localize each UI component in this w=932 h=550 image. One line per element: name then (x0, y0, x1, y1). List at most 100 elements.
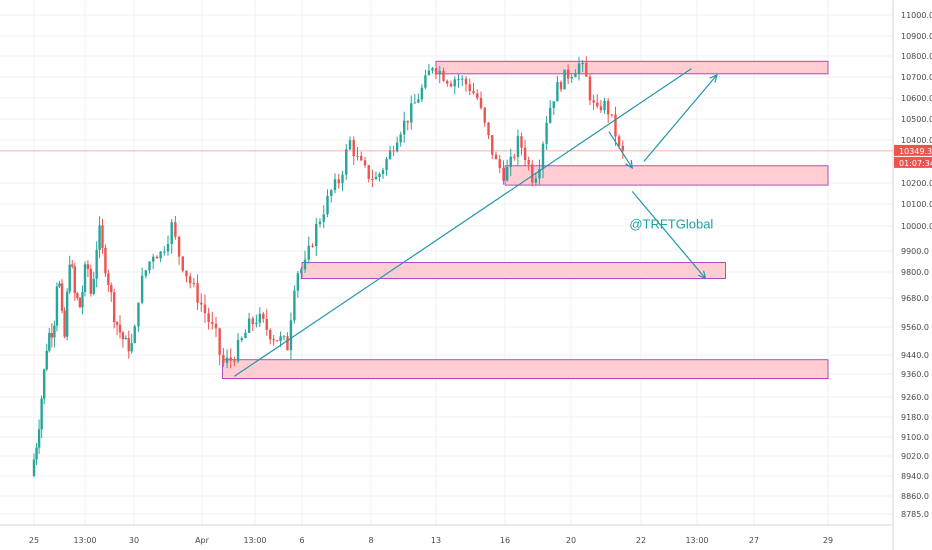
candle-body (95, 250, 98, 279)
candle-body (449, 83, 453, 87)
watermark-annotation: @TRFTGlobal (629, 217, 713, 232)
sr-zone[interactable] (222, 359, 829, 380)
candle-body (293, 290, 296, 321)
y-tick-label: 9260.0 (901, 393, 929, 402)
candle-body (98, 225, 101, 251)
candle-body (262, 313, 265, 319)
candle-body (188, 276, 192, 284)
candle-body (196, 283, 199, 303)
candle-body (427, 70, 431, 76)
candle-body (442, 70, 445, 81)
candle-body (115, 322, 119, 325)
drawings[interactable] (0, 68, 893, 377)
candle-body (431, 68, 434, 71)
candle-body (300, 269, 303, 274)
candle-body (240, 338, 243, 340)
candle-body (603, 100, 606, 111)
candle-body (65, 291, 69, 337)
arrow-line[interactable] (631, 191, 707, 279)
candle-body (410, 103, 413, 123)
y-tick-label: 10000.0 (901, 222, 932, 231)
candle-body (494, 154, 498, 160)
x-tick-label: 6 (299, 536, 304, 545)
candle-body (399, 134, 402, 143)
candle-body (505, 167, 509, 181)
y-tick-label: 8860.0 (901, 492, 929, 501)
sr-zone[interactable] (435, 60, 829, 75)
candle-body (378, 173, 381, 177)
candle-body (137, 302, 140, 327)
candle-body (244, 332, 247, 339)
candle-body (236, 339, 240, 362)
trendline[interactable] (234, 68, 692, 377)
candle-body (247, 318, 251, 333)
candle-body (534, 178, 538, 183)
candle-body (417, 99, 420, 103)
y-tick-label: 10200.0 (901, 179, 932, 188)
x-tick-label: 25 (29, 536, 39, 545)
countdown-label: 01:07:34 (899, 159, 932, 168)
candle-body (395, 142, 399, 152)
arrow-line[interactable] (643, 74, 718, 162)
candle-body (483, 107, 486, 123)
sr-zone[interactable] (301, 262, 726, 279)
candle-body (296, 273, 300, 291)
arrow-line[interactable] (608, 131, 633, 169)
candle-body (286, 336, 289, 351)
sr-zone[interactable] (504, 165, 829, 186)
y-tick-label: 10500.0 (901, 115, 932, 124)
candle-body (330, 190, 333, 196)
candle-body (43, 369, 46, 399)
candle-body (174, 222, 177, 237)
candle-body (374, 176, 378, 180)
y-tick-label: 9360.0 (901, 370, 929, 379)
candle-body (453, 79, 456, 87)
candle-body (318, 221, 322, 225)
candle-body (559, 82, 563, 90)
candle-body (574, 73, 577, 77)
candle-body (124, 338, 128, 340)
candle-body (307, 245, 310, 260)
candle-body (538, 168, 541, 179)
candles (32, 56, 624, 478)
candle-body (345, 149, 348, 175)
candle-body (272, 339, 275, 341)
candle-body (279, 336, 282, 342)
candle-body (68, 264, 71, 292)
candle-body (192, 283, 196, 285)
zones[interactable] (222, 60, 829, 380)
candle-body (60, 283, 64, 311)
candle-body (311, 245, 314, 247)
y-tick-label: 8940.0 (901, 472, 929, 481)
candle-body (341, 174, 344, 184)
candle-body (81, 292, 84, 308)
candle-body (577, 63, 581, 74)
x-tick-label: 22 (636, 536, 646, 545)
candle-body (606, 100, 610, 115)
candle-body (476, 93, 479, 99)
x-tick-label: 29 (823, 536, 833, 545)
candle-body (545, 122, 548, 144)
candle-body (464, 78, 468, 85)
candle-body (177, 236, 181, 257)
y-tick-label: 9020.0 (901, 452, 929, 461)
candle-body (37, 429, 41, 448)
x-tick-label: 16 (500, 536, 510, 545)
candle-body (527, 160, 530, 165)
x-tick-label: 20 (566, 536, 576, 545)
y-tick-label: 9800.0 (901, 268, 929, 277)
candle-body (599, 106, 603, 111)
candle-body (214, 323, 218, 329)
candle-body (406, 120, 409, 123)
candle-body (371, 178, 374, 180)
candle-body (58, 283, 61, 287)
candle-body (101, 225, 104, 248)
candle-body (457, 79, 460, 81)
x-tick-label: 13:00 (685, 536, 708, 545)
candle-body (548, 107, 552, 123)
current-price-badge: 10349.3 01:07:34 (894, 144, 932, 168)
candle-body (45, 350, 48, 370)
candle-body (140, 275, 144, 303)
candle-body (211, 321, 214, 324)
y-tick-label: 10900.0 (901, 32, 932, 41)
